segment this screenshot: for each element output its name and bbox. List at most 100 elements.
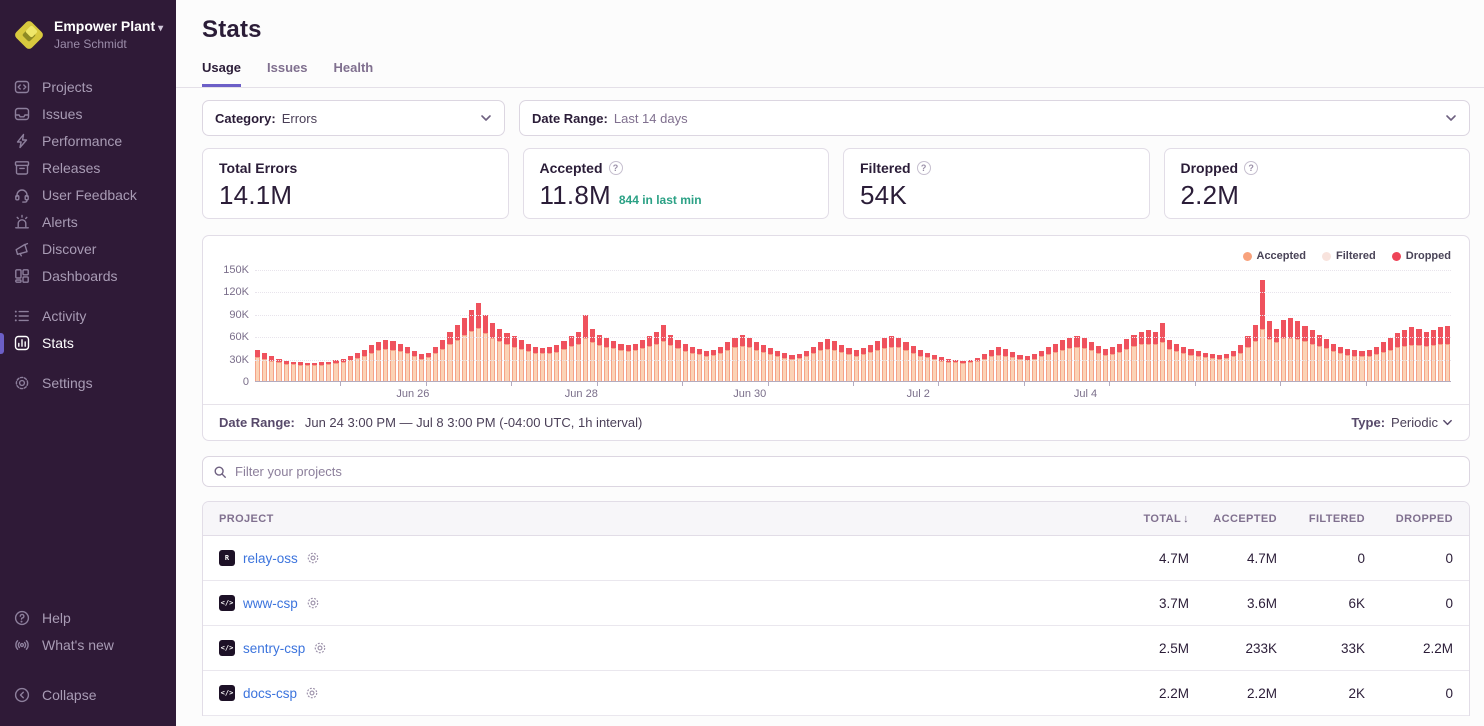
- chart-bar[interactable]: [1309, 330, 1315, 381]
- sidebar-collapse-button[interactable]: Collapse: [0, 681, 176, 708]
- chart-bar[interactable]: [1181, 346, 1187, 381]
- chart-bar[interactable]: [255, 349, 261, 381]
- chart-bar[interactable]: [1323, 339, 1329, 381]
- chart-bar[interactable]: [832, 341, 838, 381]
- sidebar-item-stats[interactable]: Stats: [0, 330, 176, 357]
- chart-bar[interactable]: [732, 337, 738, 381]
- info-icon[interactable]: ?: [916, 161, 931, 175]
- chart-bar[interactable]: [1216, 354, 1222, 381]
- chart-bar[interactable]: [703, 351, 709, 381]
- chart-bar[interactable]: [561, 340, 567, 381]
- project-link[interactable]: relay-oss: [243, 550, 298, 566]
- sidebar-item-user-feedback[interactable]: User Feedback: [0, 182, 176, 209]
- chart-bar[interactable]: [946, 358, 952, 381]
- chart-bar[interactable]: [846, 348, 852, 381]
- column-header-total[interactable]: Total ↓: [1143, 512, 1189, 525]
- chart-bar[interactable]: [276, 358, 282, 381]
- chart-bar[interactable]: [411, 351, 417, 381]
- chart-bar[interactable]: [882, 338, 888, 381]
- chart-bar[interactable]: [376, 342, 382, 381]
- tab-usage[interactable]: Usage: [202, 60, 242, 87]
- chart-bar[interactable]: [1359, 351, 1365, 381]
- chart-bar[interactable]: [604, 337, 610, 381]
- chart-bar[interactable]: [1088, 342, 1094, 381]
- chart-bar[interactable]: [974, 357, 980, 381]
- chart-bar[interactable]: [1288, 317, 1294, 381]
- chart-bar[interactable]: [867, 345, 873, 381]
- chart-bar[interactable]: [1409, 327, 1415, 381]
- chart-bar[interactable]: [525, 343, 531, 381]
- chart-bar[interactable]: [383, 339, 389, 381]
- chart-bar[interactable]: [304, 363, 310, 381]
- chart-bar[interactable]: [461, 317, 467, 381]
- chart-bar[interactable]: [682, 343, 688, 381]
- chart-bar[interactable]: [1330, 343, 1336, 381]
- chart-bar[interactable]: [440, 339, 446, 381]
- chart-bar[interactable]: [960, 360, 966, 381]
- chart-bar[interactable]: [1045, 347, 1051, 381]
- chart-bar[interactable]: [711, 349, 717, 381]
- chart-bar[interactable]: [1159, 322, 1165, 381]
- chart-bar[interactable]: [1316, 334, 1322, 381]
- chart-bar[interactable]: [896, 338, 902, 381]
- chart-bar[interactable]: [1095, 345, 1101, 381]
- chart-bar[interactable]: [575, 331, 581, 381]
- chart-bar[interactable]: [988, 350, 994, 381]
- legend-item-accepted[interactable]: Accepted: [1242, 250, 1306, 262]
- chart-bar[interactable]: [397, 343, 403, 381]
- chart-bar[interactable]: [775, 351, 781, 381]
- chart-bar[interactable]: [369, 345, 375, 381]
- chart-bar[interactable]: [803, 351, 809, 381]
- chart-bar[interactable]: [1152, 332, 1158, 381]
- chart-bar[interactable]: [511, 336, 517, 381]
- chart-bar[interactable]: [333, 360, 339, 381]
- chart-bar[interactable]: [725, 342, 731, 381]
- chart-bar[interactable]: [760, 345, 766, 381]
- chart-bar[interactable]: [1380, 342, 1386, 381]
- category-select[interactable]: Category: Errors: [202, 100, 505, 136]
- chart-bar[interactable]: [290, 361, 296, 381]
- chart-bar[interactable]: [996, 347, 1002, 381]
- chart-bar[interactable]: [1110, 347, 1116, 381]
- chart-bar[interactable]: [1245, 336, 1251, 381]
- chart-bar[interactable]: [1416, 328, 1422, 381]
- org-switcher[interactable]: Empower Plant ▾ Jane Schmidt: [0, 14, 176, 64]
- project-link[interactable]: www-csp: [243, 595, 298, 611]
- chart-bar[interactable]: [675, 339, 681, 381]
- chart-bar[interactable]: [839, 345, 845, 381]
- chart-bar[interactable]: [1302, 325, 1308, 381]
- chart-bar[interactable]: [1031, 354, 1037, 381]
- chart-bar[interactable]: [326, 361, 332, 381]
- chart-bar[interactable]: [1195, 351, 1201, 381]
- chart-bar[interactable]: [390, 341, 396, 381]
- date-range-select[interactable]: Date Range: Last 14 days: [519, 100, 1470, 136]
- chart-bar[interactable]: [639, 339, 645, 381]
- project-settings-gear-icon[interactable]: [306, 551, 320, 565]
- chart-bar[interactable]: [418, 354, 424, 381]
- chart-bar[interactable]: [789, 354, 795, 381]
- sidebar-item-help[interactable]: Help: [0, 604, 176, 631]
- chart-bar[interactable]: [262, 352, 268, 381]
- column-header-filtered[interactable]: Filtered: [1308, 512, 1365, 525]
- chart-bar[interactable]: [611, 340, 617, 381]
- chart-bar[interactable]: [504, 333, 510, 381]
- chart-bar[interactable]: [646, 336, 652, 381]
- chart-bar[interactable]: [1281, 319, 1287, 381]
- chart-bar[interactable]: [924, 352, 930, 381]
- chart-bar[interactable]: [1102, 348, 1108, 381]
- chart-bar[interactable]: [404, 346, 410, 381]
- org-name[interactable]: Empower Plant ▾: [54, 18, 164, 34]
- chart-bar[interactable]: [1202, 352, 1208, 381]
- chart-bar[interactable]: [1124, 339, 1130, 381]
- chart-bar[interactable]: [532, 346, 538, 381]
- chart-bar[interactable]: [917, 349, 923, 381]
- chart-bar[interactable]: [746, 337, 752, 381]
- chart-bar[interactable]: [1038, 351, 1044, 381]
- chart-type-select[interactable]: Type: Periodic: [1351, 415, 1453, 430]
- project-link[interactable]: sentry-csp: [243, 640, 306, 656]
- chart-bar[interactable]: [1167, 339, 1173, 381]
- chart-bar[interactable]: [1395, 333, 1401, 381]
- chart-bar[interactable]: [1138, 331, 1144, 381]
- chart-bar[interactable]: [853, 349, 859, 381]
- chart-bar[interactable]: [1273, 328, 1279, 381]
